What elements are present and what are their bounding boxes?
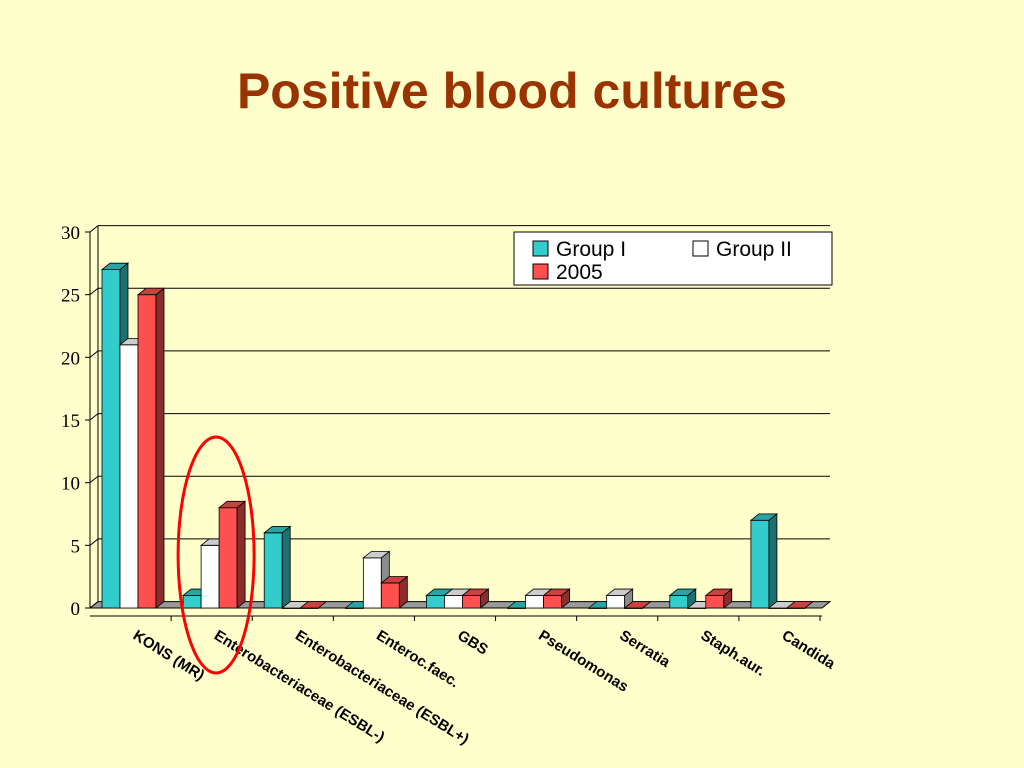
y-tick-label: 25 <box>61 286 80 307</box>
slide-title: Positive blood cultures <box>236 63 788 119</box>
bar-side <box>155 287 165 609</box>
x-category-label: Candida <box>779 627 839 673</box>
legend-box <box>513 231 833 286</box>
bar-front <box>200 544 220 609</box>
legend-label: Group I <box>556 238 626 261</box>
bar-side <box>768 513 778 609</box>
bar-top <box>542 588 571 596</box>
x-category-label: Staph.aur. <box>698 627 769 680</box>
bar <box>749 513 779 609</box>
bar-front <box>426 595 445 609</box>
y-tick-label: 20 <box>61 348 80 369</box>
bar <box>136 287 166 609</box>
legend-label: 2005 <box>556 261 603 284</box>
bar <box>380 575 409 609</box>
legend-label: Group II <box>716 238 792 261</box>
bar <box>605 588 634 609</box>
bar-front <box>705 595 725 609</box>
bar-top <box>623 601 652 609</box>
bar-side <box>236 500 246 609</box>
legend-swatch <box>532 263 549 280</box>
legend-swatch <box>532 240 549 257</box>
bar <box>263 525 292 609</box>
bar-front <box>525 595 544 609</box>
bar-front <box>750 519 770 609</box>
y-tick-depth <box>89 287 99 296</box>
y-tick-label: 30 <box>61 223 80 244</box>
bar-front <box>263 532 283 609</box>
bar-top <box>100 262 130 271</box>
bar-side <box>281 525 291 609</box>
bar-front <box>218 507 238 609</box>
legend-swatch <box>692 240 709 257</box>
chart-legend: Group I Group II 2005 <box>513 231 833 286</box>
chart-labels: KONS (MR) Enterobacteriaceae (ESBL-)Enter… <box>130 627 839 748</box>
bar-top <box>749 513 779 521</box>
bar <box>623 601 652 609</box>
bar-front <box>137 294 157 609</box>
y-tick-depth <box>89 475 99 484</box>
bar-front <box>380 582 400 609</box>
bar-top <box>785 601 815 609</box>
bar-front <box>606 595 626 609</box>
bar-front <box>182 595 202 609</box>
bar <box>542 588 571 609</box>
y-tick-label: 15 <box>61 411 80 432</box>
y-tick-label: 0 <box>71 599 81 620</box>
x-category-label: Serratia <box>617 627 674 671</box>
bar <box>299 601 328 609</box>
bar-front <box>444 595 463 609</box>
x-category-label: Pseudomonas <box>535 627 631 696</box>
bar-top <box>380 576 409 584</box>
bar-front <box>101 269 121 609</box>
bar-top <box>605 588 634 596</box>
chart-axes: 0 5 10 15 20 25 30 <box>61 223 822 621</box>
bar <box>217 500 247 609</box>
bar-top <box>263 526 292 534</box>
x-category-label: GBS <box>454 627 491 659</box>
y-tick-depth <box>89 413 99 421</box>
bar-top <box>704 588 733 596</box>
y-tick-depth <box>89 225 99 233</box>
bar-front <box>462 595 481 609</box>
chart-annotations <box>176 435 256 675</box>
y-tick-label: 10 <box>61 474 80 495</box>
bar <box>461 588 490 609</box>
chart-bars <box>100 262 815 609</box>
bar <box>785 601 815 609</box>
bar-front <box>362 557 382 609</box>
bar-front <box>543 595 562 609</box>
bar <box>668 588 697 609</box>
y-tick-depth <box>89 601 99 609</box>
bar-top <box>668 588 697 596</box>
highlight-ellipse <box>176 435 256 675</box>
bar-top <box>362 551 391 559</box>
bar-top <box>217 500 247 509</box>
bar-top <box>299 601 328 609</box>
bar <box>704 588 733 609</box>
bar-top <box>136 287 166 296</box>
bar-front <box>669 595 689 609</box>
y-tick-label: 5 <box>71 536 81 557</box>
bar-front <box>119 344 139 609</box>
bar-top <box>461 588 490 596</box>
y-tick-depth <box>89 350 99 358</box>
y-tick-depth <box>89 538 99 546</box>
